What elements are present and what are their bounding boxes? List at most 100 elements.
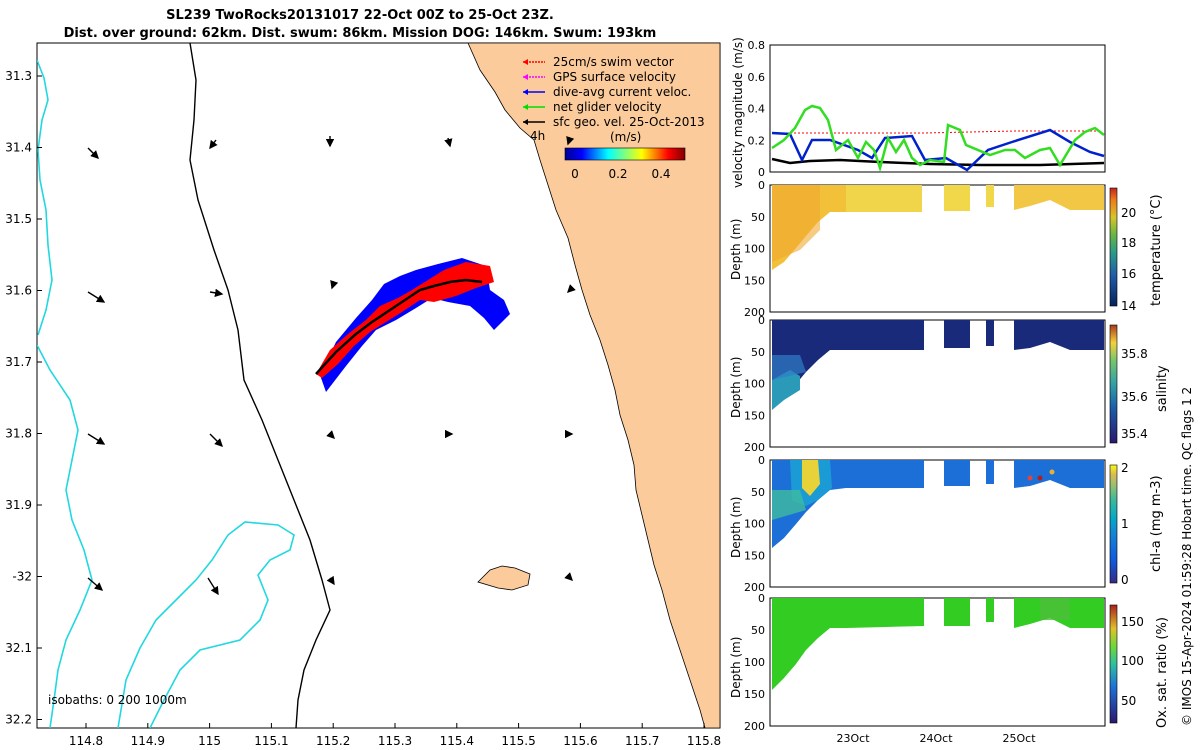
depth-ytick: 0 xyxy=(758,454,765,467)
colorbar-tick: 35.8 xyxy=(1121,347,1148,361)
lat-tick-label: 31.3 xyxy=(5,69,32,83)
temperature-colorbar xyxy=(1109,187,1118,307)
temperature-panel: Depth (m) 0 50 100 150 200 14 16 18 20 temperat… xyxy=(729,179,1164,319)
isobath-1000m xyxy=(37,59,295,728)
colorbar-tick: 35.4 xyxy=(1121,427,1148,441)
glider-track-net-velocity xyxy=(315,278,483,375)
depth-ytick: 100 xyxy=(744,518,765,531)
lon-tick-label: 115.1 xyxy=(254,734,288,748)
chla-section xyxy=(772,460,1104,548)
colorbar-tick: 2 xyxy=(1121,461,1129,475)
depth-ytick: 50 xyxy=(751,624,765,637)
salinity-ylabel: Depth (m) xyxy=(729,357,743,418)
lon-tick-label: 114.8 xyxy=(69,734,103,748)
land-mass xyxy=(467,43,720,728)
glider-track-red-swim xyxy=(316,262,494,378)
legend-4h-label: 4h xyxy=(530,129,545,143)
colorbar-tick: 100 xyxy=(1121,654,1144,668)
depth-ytick: 50 xyxy=(751,346,765,359)
lat-tick-label: 31.7 xyxy=(5,355,32,369)
oxygen-colorbar xyxy=(1109,604,1118,724)
lon-tick-label: 115.3 xyxy=(378,734,412,748)
island xyxy=(477,565,531,591)
lat-tick-label: -32 xyxy=(12,570,32,584)
colorbar-tick: 16 xyxy=(1121,267,1136,281)
lon-tick-label: 114.9 xyxy=(131,734,165,748)
lat-tick-label: 32.2 xyxy=(5,713,32,727)
lat-tick-label: 31.6 xyxy=(5,284,32,298)
velocity-ytick: 0.6 xyxy=(748,71,766,84)
oxygen-ylabel: Depth (m) xyxy=(729,637,743,698)
lon-tick-label: 115.7 xyxy=(625,734,659,748)
oxygen-cbar-label: Ox. sat. ratio (%) xyxy=(1155,617,1170,728)
chla-ylabel: Depth (m) xyxy=(729,497,743,558)
temperature-section xyxy=(772,185,1104,270)
salinity-colorbar xyxy=(1109,324,1118,444)
velocity-frame xyxy=(769,44,1106,173)
colorbar-tick: 35.6 xyxy=(1121,390,1148,404)
temperature-cbar-label: temperature (°C) xyxy=(1149,194,1164,306)
current-velocity-series xyxy=(771,128,1105,172)
lon-tick-label: 115 xyxy=(198,734,221,748)
lon-tick-label: 115.4 xyxy=(440,734,474,748)
velocity-ytick: 0.2 xyxy=(748,134,766,147)
isobaths-label: isobaths: 0 200 1000m xyxy=(48,693,187,707)
depth-ytick: 150 xyxy=(744,688,765,701)
lat-tick-label: 32.1 xyxy=(5,641,32,655)
time-tick-label: 24Oct xyxy=(919,732,953,745)
net-velocity-series xyxy=(771,104,1105,173)
depth-ytick: 200 xyxy=(744,306,765,319)
legend-item-label: dive-avg current veloc. xyxy=(553,85,691,99)
colorbar-tick: 150 xyxy=(1121,615,1144,629)
velocity-ytick: 0.8 xyxy=(748,39,766,52)
depth-ytick: 50 xyxy=(751,211,765,224)
chla-colorbar xyxy=(1109,464,1118,584)
lon-tick-label: 115.2 xyxy=(316,734,350,748)
colorbar-title: (m/s) xyxy=(610,130,641,144)
lat-tick-label: 31.4 xyxy=(5,141,32,155)
colorbar-tick: 14 xyxy=(1121,299,1136,313)
colorbar-tick: 1 xyxy=(1121,517,1129,531)
time-tick-label: 23Oct xyxy=(836,732,870,745)
longitude-axis: 114.8 114.9 115 115.1 115.2 115.3 115.4 115.5 11… xyxy=(69,723,721,748)
latitude-axis: 31.3 31.4 31.5 31.6 31.7 31.8 31.9 -32 32.1 32.2 xyxy=(5,69,42,727)
imos-credit: © IMOS 15-Apr-2024 01:59:28 Hobart time.… xyxy=(1180,386,1194,726)
lat-tick-label: 31.9 xyxy=(5,498,32,512)
salinity-cbar-label: salinity xyxy=(1155,365,1170,412)
map-colorbar-tick-2: 0.4 xyxy=(651,167,670,181)
velocity-ytick: 0 xyxy=(758,166,765,179)
velocity-series xyxy=(771,104,1105,173)
velocity-ytick: 0.4 xyxy=(748,103,766,116)
depth-ytick: 150 xyxy=(744,274,765,287)
isobath-200m xyxy=(189,43,331,728)
lon-tick-label: 115.8 xyxy=(687,734,721,748)
plot-title-line1: SL239 TwoRocks20131017 22-Oct 00Z to 25-… xyxy=(166,8,554,23)
legend-item-label: sfc geo. vel. 25-Oct-2013 xyxy=(553,115,705,129)
oxygen-panel: Depth (m) 0 50 100 150 200 50 100 150 Ox. sat.… xyxy=(729,592,1170,733)
salinity-section xyxy=(772,320,1104,410)
depth-ytick: 200 xyxy=(744,720,765,733)
legend-item-label: 25cm/s swim vector xyxy=(553,55,674,69)
plot-title-line2: Dist. over ground: 62km. Dist. swum: 86k… xyxy=(63,26,657,41)
depth-ytick: 100 xyxy=(744,378,765,391)
time-axis: 23Oct 24Oct 25Oct xyxy=(836,732,1036,745)
depth-ytick: 200 xyxy=(744,441,765,454)
depth-ytick: 100 xyxy=(744,656,765,669)
map-colorbar-tick-1: 0.2 xyxy=(608,167,627,181)
map-colorbar xyxy=(564,147,686,161)
map-colorbar-tick-0: 0 xyxy=(571,167,579,181)
temperature-ylabel: Depth (m) xyxy=(729,219,743,280)
colorbar-tick: 50 xyxy=(1121,694,1136,708)
legend-item-label: net glider velocity xyxy=(553,100,661,114)
lon-tick-label: 115.6 xyxy=(563,734,597,748)
depth-ytick: 150 xyxy=(744,549,765,562)
lon-tick-label: 115.5 xyxy=(501,734,535,748)
colorbar-tick: 18 xyxy=(1121,236,1136,250)
depth-ytick: 200 xyxy=(744,581,765,594)
swim-speed-series xyxy=(790,130,1100,134)
lat-tick-label: 31.5 xyxy=(5,212,32,226)
colorbar-tick: 20 xyxy=(1121,206,1136,220)
depth-ytick: 0 xyxy=(758,314,765,327)
